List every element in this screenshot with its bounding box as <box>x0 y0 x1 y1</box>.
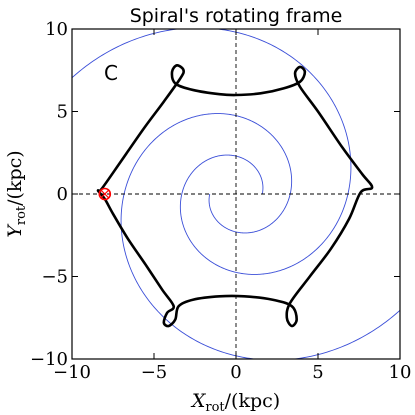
y-axis-symbol: Y <box>4 223 26 238</box>
x-axis-subscript: rot <box>205 400 225 415</box>
x-axis-symbol: X <box>190 390 207 412</box>
panel-label: C <box>104 61 118 85</box>
chart-title: Spiral's rotating frame <box>130 5 343 27</box>
x-axis-label: Xrot/(kpc) <box>190 390 280 415</box>
spiral-arm-2 <box>72 29 352 275</box>
start-marker <box>98 187 112 201</box>
y-axis-unit: /(kpc) <box>4 150 26 206</box>
spiral-arm-1 <box>120 113 400 359</box>
y-tick-label: 5 <box>57 102 68 123</box>
y-tick-label: −10 <box>30 349 68 370</box>
y-axis-label: Yrot/(kpc) <box>4 150 29 237</box>
y-tick-label: −5 <box>41 267 68 288</box>
orbit-path <box>96 64 374 328</box>
x-tick-label: 10 <box>389 362 412 383</box>
y-tick-label: 0 <box>57 184 68 205</box>
x-tick-label: −10 <box>53 362 91 383</box>
x-tick-label: 0 <box>230 362 241 383</box>
x-axis-unit: /(kpc) <box>225 390 281 412</box>
y-tick-label: 10 <box>45 19 68 40</box>
x-tick-label: −5 <box>141 362 168 383</box>
x-tick-label: 5 <box>312 362 323 383</box>
y-axis-subscript: rot <box>14 205 29 225</box>
